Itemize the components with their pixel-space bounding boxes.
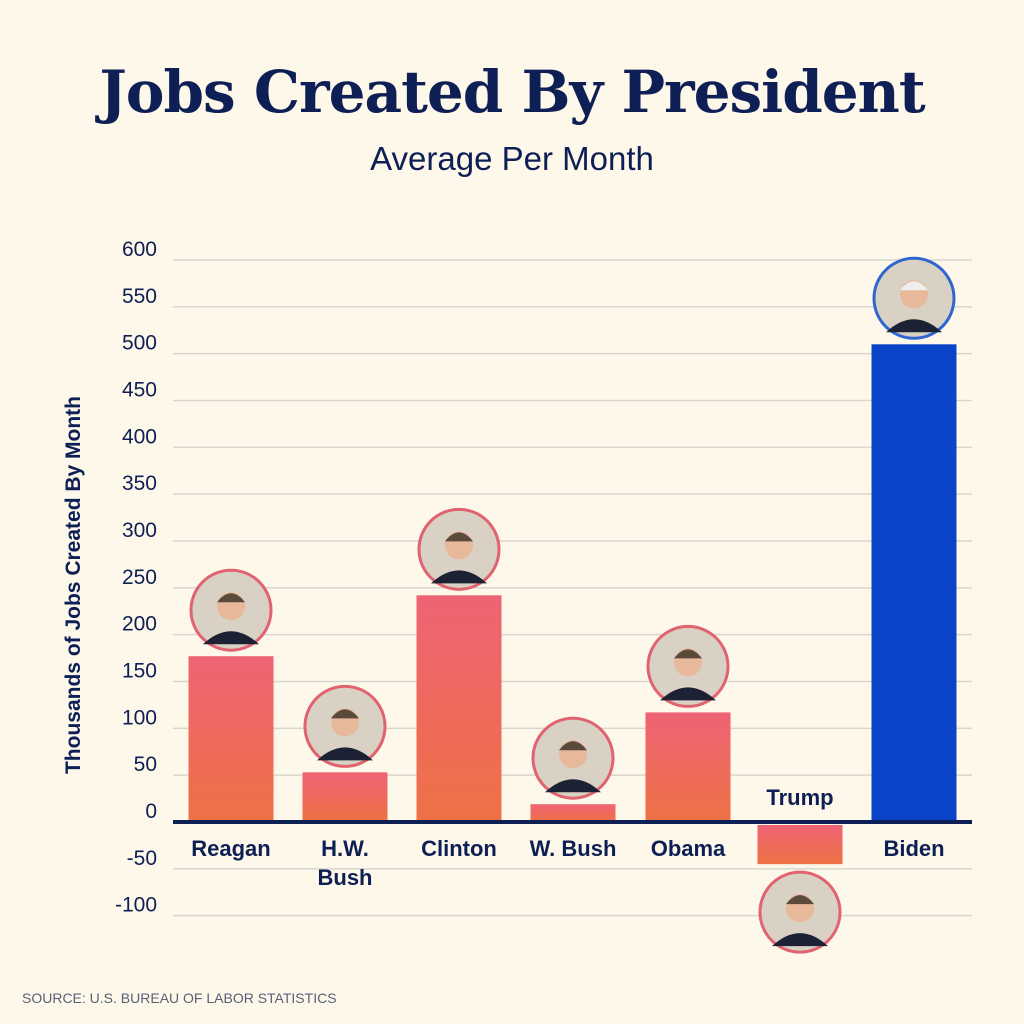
category-label: Clinton	[421, 836, 497, 861]
y-tick-label: 50	[134, 753, 157, 776]
bar-clinton	[416, 595, 502, 822]
category-label: Reagan	[191, 836, 270, 861]
portrait-suit-icon	[545, 779, 601, 793]
portrait-suit-icon	[431, 570, 487, 584]
portrait-hair-icon	[217, 593, 245, 603]
source-note: SOURCE: U.S. BUREAU OF LABOR STATISTICS	[22, 990, 337, 1006]
category-label: H.W.	[321, 836, 369, 861]
chart-title: Jobs Created By President	[99, 58, 925, 126]
portrait-suit-icon	[317, 747, 373, 761]
y-tick-label: 600	[122, 238, 157, 261]
category-label: Obama	[651, 836, 726, 861]
portrait-suit-icon	[886, 319, 942, 333]
y-tick-label: 550	[122, 285, 157, 308]
portrait-hair-icon	[559, 741, 587, 751]
portrait-hair-icon	[786, 895, 814, 905]
bar-h-w-bush	[302, 772, 388, 822]
y-tick-label: 200	[122, 613, 157, 636]
portrait-suit-icon	[660, 687, 716, 701]
y-tick-label: -50	[127, 847, 157, 870]
bar-obama	[645, 712, 731, 822]
portrait-hair-icon	[445, 532, 473, 542]
y-tick-label: 400	[122, 425, 157, 448]
chart-subtitle: Average Per Month	[370, 140, 654, 177]
y-tick-label: 450	[122, 379, 157, 402]
y-tick-label: 250	[122, 566, 157, 589]
y-tick-label: 350	[122, 472, 157, 495]
category-label: Trump	[766, 785, 833, 810]
bar-trump	[757, 825, 843, 865]
y-axis-label: Thousands of Jobs Created By Month	[62, 396, 85, 774]
bar-reagan	[188, 656, 274, 822]
portrait-hair-icon	[674, 649, 702, 659]
y-tick-label: 500	[122, 332, 157, 355]
y-tick-label: 150	[122, 660, 157, 683]
y-tick-label: -100	[115, 894, 157, 917]
bar-biden	[871, 344, 957, 822]
bar-w-bush	[530, 804, 616, 822]
y-tick-label: 300	[122, 519, 157, 542]
y-tick-label: 100	[122, 706, 157, 729]
category-label: Biden	[883, 836, 944, 861]
portrait-suit-icon	[772, 933, 828, 947]
portrait-hair-icon	[900, 281, 928, 291]
portrait-hair-icon	[331, 709, 359, 719]
y-tick-label: 0	[145, 800, 157, 823]
portrait-suit-icon	[203, 631, 259, 645]
category-label: W. Bush	[530, 836, 617, 861]
category-label: Bush	[318, 865, 373, 890]
